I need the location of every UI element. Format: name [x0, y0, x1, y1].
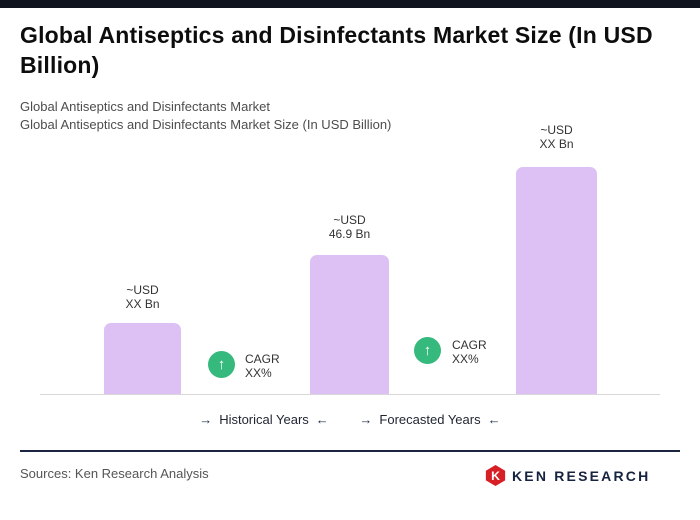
- arrow-left-icon: ←: [315, 411, 329, 427]
- page-title: Global Antiseptics and Disinfectants Mar…: [20, 22, 653, 78]
- footer-divider: [20, 450, 680, 452]
- arrow-right-icon: →: [199, 411, 213, 427]
- subtitle-line-2: Global Antiseptics and Disinfectants Mar…: [20, 117, 392, 132]
- axis-label-text: Forecasted Years: [379, 411, 481, 427]
- up-arrow-icon: ↑: [208, 351, 235, 378]
- up-arrow-glyph: ↑: [217, 356, 226, 373]
- logo-text: KEN RESEARCH: [512, 467, 651, 484]
- up-arrow-icon: ↑: [414, 337, 441, 364]
- top-accent-bar: [0, 0, 700, 8]
- arrow-right-icon: →: [359, 411, 373, 427]
- logo-mark-icon: K: [485, 464, 506, 486]
- bar-historical: [104, 323, 181, 395]
- x-axis-baseline: [40, 394, 660, 395]
- bar-value-label-historical: ~USD XX Bn: [125, 283, 160, 311]
- bar-value-label-forecast: ~USD XX Bn: [539, 123, 574, 151]
- axis-label-historical: → Historical Years ←: [189, 410, 339, 428]
- up-arrow-glyph: ↑: [423, 342, 432, 359]
- logo-letter: K: [491, 468, 500, 482]
- arrow-left-icon: ←: [487, 411, 501, 427]
- cagr-label-1: CAGR XX%: [245, 352, 280, 380]
- cagr-label-2: CAGR XX%: [452, 338, 487, 366]
- chart-plot-area: [104, 167, 597, 395]
- sources-text: Sources: Ken Research Analysis: [20, 466, 209, 481]
- bar-forecast: [516, 167, 597, 395]
- ken-research-logo: K KEN RESEARCH: [485, 463, 657, 487]
- bar-base-year: [310, 255, 389, 395]
- subtitle-line-1: Global Antiseptics and Disinfectants Mar…: [20, 99, 271, 114]
- axis-label-forecasted: → Forecasted Years ←: [355, 410, 505, 428]
- axis-label-text: Historical Years: [219, 411, 309, 427]
- bar-value-label-base-year: ~USD 46.9 Bn: [328, 213, 371, 241]
